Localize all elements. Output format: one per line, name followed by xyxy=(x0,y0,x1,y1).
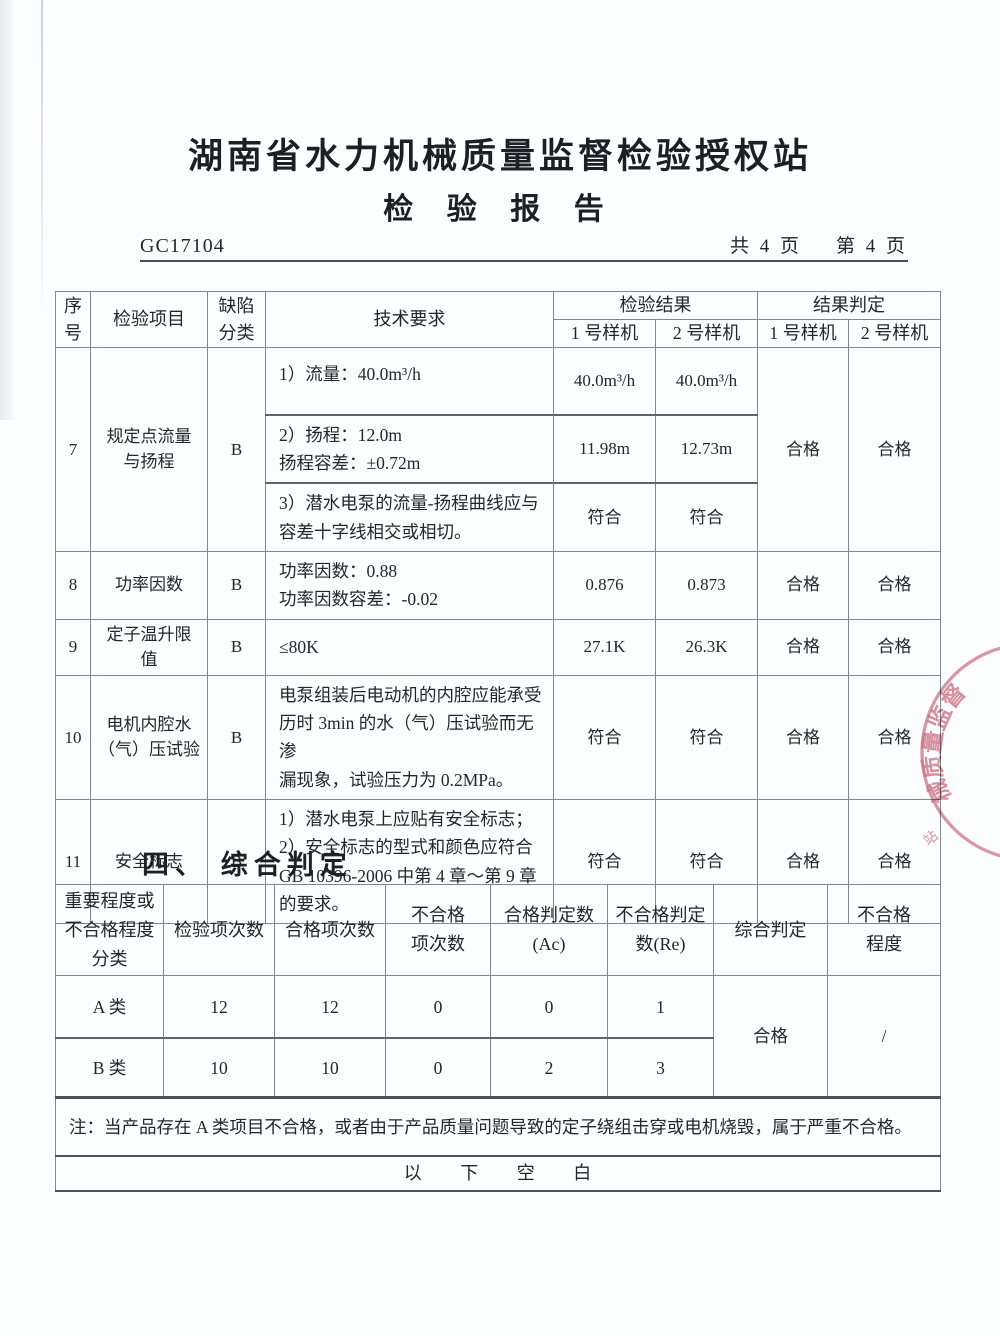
result-sample2-cell: 符合 xyxy=(655,674,758,800)
col-header-nonconformity-degree: 不合格 程度 xyxy=(827,883,941,977)
blank-below-text: 以 下 空 白 xyxy=(55,1154,941,1192)
result-sample1-cell: 符合 xyxy=(553,674,656,800)
inspection-results-table: 序 号 检验项目 缺陷 分类 技术要求 检验结果 结果判定 1 号样机 2 号样… xyxy=(55,291,941,925)
summary-header-row: 重要程度或 不合格程度 分类 检验项次数 合格项次数 不合格 项次数 合格判定数… xyxy=(55,883,941,977)
judge-sample2-cell: 合格 xyxy=(848,618,941,676)
judge-sample2-cell: 合格 xyxy=(848,347,941,552)
page-indicator: 共 4 页 第 4 页 xyxy=(696,231,908,258)
requirement-cell: 3）潜水电泵的流量-扬程曲线应与 容差十字线相交或相切。 xyxy=(265,482,554,552)
item-cell: 定子温升限 值 xyxy=(90,618,208,676)
checked-count-cell: 10 xyxy=(163,1036,275,1099)
failed-count-cell: 0 xyxy=(385,1036,491,1099)
result-sample2-cell: 26.3K xyxy=(655,618,758,676)
blank-below-row: 以 下 空 白 xyxy=(55,1154,941,1192)
official-seal-stamp: 械质量监督检验授权站 站 xyxy=(890,628,1000,858)
ac-cell: 2 xyxy=(490,1036,608,1099)
table-subheader-row: 1 号样机 2 号样机 1 号样机 2 号样机 xyxy=(56,319,941,348)
result-sample2-cell: 12.73m xyxy=(655,413,758,484)
judge-sample2-cell: 合格 xyxy=(848,550,941,620)
seal-bottom-text: 站 xyxy=(921,828,942,849)
result-sample1-cell: 40.0m³/h xyxy=(553,347,656,415)
seal-arc-text: 械质量监督检验授权站 xyxy=(890,628,971,807)
col-header-overall-judgement: 综合判定 xyxy=(713,883,828,977)
section-title-overall-judgement: 四、 综合判定 xyxy=(142,850,353,880)
result-sample2-cell: 符合 xyxy=(655,482,758,552)
overall-judgement-table: 重要程度或 不合格程度 分类 检验项次数 合格项次数 不合格 项次数 合格判定数… xyxy=(55,883,941,1192)
col-header-result-sample2: 2 号样机 xyxy=(655,319,758,348)
result-sample2-cell: 0.873 xyxy=(655,550,758,620)
judge-sample1-cell: 合格 xyxy=(757,550,849,620)
requirement-cell: 功率因数：0.88 功率因数容差：-0.02 xyxy=(265,550,554,620)
col-header-items-failed: 不合格 项次数 xyxy=(385,883,491,977)
defect-cell: B xyxy=(207,347,266,552)
overall-judgement-cell: 合格 xyxy=(713,975,828,1099)
item-cell: 规定点流量 与扬程 xyxy=(90,347,208,552)
judge-sample1-cell: 合格 xyxy=(757,618,849,676)
col-header-class: 重要程度或 不合格程度 分类 xyxy=(55,883,164,977)
col-header-requirement: 技术要求 xyxy=(265,291,554,348)
col-header-defect-class: 缺陷 分类 xyxy=(207,291,266,348)
passed-count-cell: 12 xyxy=(274,975,386,1039)
requirement-cell: 2）扬程：12.0m 扬程容差：±0.72m xyxy=(265,413,554,484)
re-cell: 3 xyxy=(607,1036,714,1099)
page-current: 第 4 页 xyxy=(835,236,908,257)
class-cell: A 类 xyxy=(55,975,164,1039)
ac-cell: 0 xyxy=(490,975,608,1039)
checked-count-cell: 12 xyxy=(163,975,275,1039)
row-7-head: 2）扬程：12.0m 扬程容差：±0.72m 11.98m 12.73m xyxy=(56,413,941,484)
seq-cell: 10 xyxy=(55,674,91,800)
item-cell: 功率因数 xyxy=(90,550,208,620)
row-8-power-factor: 8 功率因数 B 功率因数：0.88 功率因数容差：-0.02 0.876 0.… xyxy=(55,550,941,620)
failed-count-cell: 0 xyxy=(385,975,491,1039)
col-header-item: 检验项目 xyxy=(90,291,208,348)
table-header-row: 序 号 检验项目 缺陷 分类 技术要求 检验结果 结果判定 xyxy=(55,291,941,348)
col-header-items-passed: 合格项次数 xyxy=(274,883,386,977)
seal-circle-border xyxy=(920,646,1000,858)
report-title: 检 验 报 告 xyxy=(383,193,617,226)
summary-row-class-b: B 类 10 10 0 2 3 xyxy=(55,1036,941,1099)
col-header-result-sample1: 1 号样机 xyxy=(553,319,656,348)
summary-note-row: 注：当产品存在 A 类项目不合格，或者由于产品质量问题导致的定子绕组击穿或电机烧… xyxy=(55,1096,941,1157)
seq-cell: 7 xyxy=(55,347,91,552)
requirement-cell: 1）流量：40.0m³/h xyxy=(265,347,554,415)
document-number: GC17104 xyxy=(140,235,225,257)
requirement-cell: ≤80K xyxy=(265,618,554,676)
col-group-judgement: 结果判定 xyxy=(757,291,941,320)
seq-cell: 9 xyxy=(55,618,91,676)
result-sample1-cell: 0.876 xyxy=(553,550,656,620)
document-number-line: GC17104 共 4 页 第 4 页 xyxy=(140,231,908,262)
defect-cell: B xyxy=(207,674,266,800)
result-sample1-cell: 符合 xyxy=(553,482,656,552)
pages-total: 共 4 页 xyxy=(729,236,802,257)
judge-sample1-cell: 合格 xyxy=(757,347,849,552)
summary-row-class-a: A 类 12 12 0 0 1 合格 / xyxy=(55,975,941,1099)
col-header-items-checked: 检验项次数 xyxy=(163,883,275,977)
row-9-temp-rise: 9 定子温升限 值 B ≤80K 27.1K 26.3K 合格 合格 xyxy=(55,618,941,676)
row-10-pressure-test: 10 电机内腔水 （气）压试验 B 电泵组装后电动机的内腔应能承受 历时 3mi… xyxy=(55,674,941,800)
requirement-cell: 电泵组装后电动机的内腔应能承受 历时 3min 的水（气）压试验而无渗 漏现象，… xyxy=(265,674,554,800)
judge-sample1-cell: 合格 xyxy=(757,674,849,800)
row-7-flow: 7 规定点流量 与扬程 B 1）流量：40.0m³/h 40.0m³/h 40.… xyxy=(55,347,941,552)
item-cell: 电机内腔水 （气）压试验 xyxy=(90,674,208,800)
seq-cell: 8 xyxy=(55,550,91,620)
result-sample2-cell: 40.0m³/h xyxy=(655,347,758,415)
passed-count-cell: 10 xyxy=(274,1036,386,1099)
col-header-seq: 序 号 xyxy=(55,291,91,348)
defect-cell: B xyxy=(207,618,266,676)
col-header-ac-number: 合格判定数 (Ac) xyxy=(490,883,608,977)
col-group-results: 检验结果 xyxy=(553,291,758,320)
re-cell: 1 xyxy=(607,975,714,1039)
col-header-judge-sample1: 1 号样机 xyxy=(757,319,849,348)
note-text: 注：当产品存在 A 类项目不合格，或者由于产品质量问题导致的定子绕组击穿或电机烧… xyxy=(55,1096,941,1157)
col-header-re-number: 不合格判定 数(Re) xyxy=(607,883,714,977)
result-sample1-cell: 27.1K xyxy=(553,618,656,676)
col-header-judge-sample2: 2 号样机 xyxy=(848,319,941,348)
station-title: 湖南省水力机械质量监督检验授权站 xyxy=(187,137,812,176)
defect-cell: B xyxy=(207,550,266,620)
nonconformity-degree-cell: / xyxy=(827,975,941,1099)
row-7-curve: 3）潜水电泵的流量-扬程曲线应与 容差十字线相交或相切。 符合 符合 xyxy=(56,482,941,552)
class-cell: B 类 xyxy=(55,1036,164,1099)
result-sample1-cell: 11.98m xyxy=(553,413,656,484)
